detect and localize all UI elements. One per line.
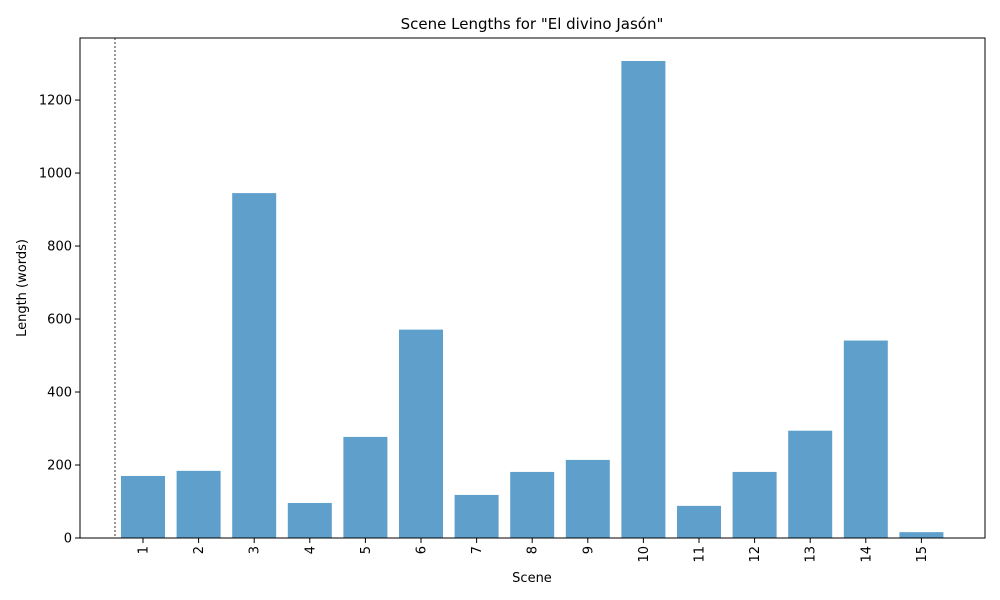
bar-scene-3 [232,193,277,539]
y-tick-label: 800 [47,240,72,255]
y-tick-label: 600 [47,313,72,328]
bar-scene-2 [176,470,221,538]
bar-scene-8 [510,471,555,538]
y-tick-label: 0 [64,532,72,547]
bar-scene-6 [399,329,443,538]
x-tick-label: 15 [915,546,930,563]
x-tick-label: 1 [137,546,152,554]
x-tick-label: 11 [693,546,708,563]
bars-group [121,60,944,539]
x-tick-label: 4 [303,546,318,554]
x-tick-label: 8 [526,546,541,554]
x-tick-label: 14 [859,546,874,563]
x-tick-label: 7 [470,546,485,554]
x-tick-label: 9 [581,546,596,554]
y-tick-label: 1000 [39,167,72,182]
bar-scene-10 [621,60,666,539]
x-tick-label: 6 [415,546,430,554]
x-tick-label: 13 [804,546,819,563]
bar-scene-11 [677,505,721,538]
bar-scene-4 [287,502,332,538]
chart-title: Scene Lengths for "El divino Jasón" [401,15,664,33]
bar-scene-15 [899,532,944,538]
x-tick-label: 5 [359,546,374,554]
y-tick-label: 1200 [39,94,72,109]
y-axis: 0 200 400 600 800 1000 1200 [39,94,80,547]
x-axis: 1 2 3 4 5 6 7 8 9 10 11 12 13 14 15 [137,538,930,563]
x-axis-label: Scene [512,571,552,586]
bar-scene-5 [343,436,388,538]
y-tick-label: 400 [47,386,72,401]
bar-scene-9 [565,459,610,538]
x-tick-label: 12 [748,546,763,563]
x-tick-label: 3 [248,546,263,554]
x-tick-label: 2 [192,546,207,554]
y-tick-label: 200 [47,459,72,474]
bar-scene-12 [732,471,777,538]
y-axis-label: Length (words) [15,239,30,337]
bar-scene-1 [121,475,165,538]
bar-scene-13 [788,430,833,538]
x-tick-label: 10 [637,546,652,563]
bar-scene-14 [843,340,888,538]
bar-scene-7 [454,494,499,538]
